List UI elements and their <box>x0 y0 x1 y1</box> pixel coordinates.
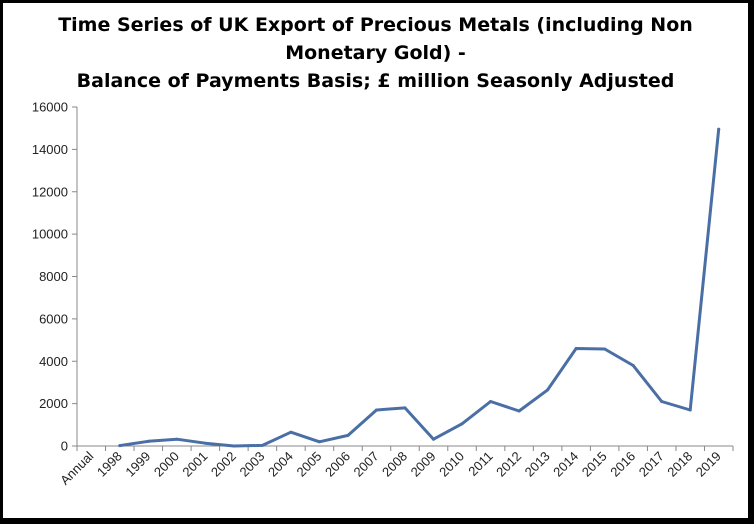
x-tick-label: 2016 <box>607 449 638 480</box>
data-point-2015 <box>603 347 607 351</box>
x-tick-label: 2002 <box>208 449 239 480</box>
data-point-1998 <box>118 444 122 448</box>
x-tick-label: 2004 <box>265 449 296 480</box>
x-tick-label: 2009 <box>408 449 439 480</box>
y-axis-ticks: 0 2000 4000 6000 8000 10000 12000 14000 16000 <box>32 100 77 454</box>
data-point-2008 <box>403 406 407 410</box>
data-point-2002 <box>232 444 236 448</box>
data-point-2012 <box>517 409 521 413</box>
series-line <box>118 127 721 448</box>
x-tick-label: Annual <box>57 448 96 487</box>
y-tick-label: 16000 <box>32 100 68 115</box>
y-tick-label: 4000 <box>39 354 68 369</box>
x-tick-label: 1999 <box>122 449 153 480</box>
y-tick-label: 14000 <box>32 142 68 157</box>
data-point-2010 <box>460 422 464 426</box>
data-point-2006 <box>346 433 350 437</box>
x-tick-label: 2017 <box>636 449 667 480</box>
x-tick-label: 2013 <box>522 449 553 480</box>
line-chart: 0 2000 4000 6000 8000 10000 12000 14000 16000 An… <box>32 100 734 488</box>
data-point-2001 <box>203 441 207 445</box>
x-tick-label: 2000 <box>151 449 182 480</box>
data-point-2017 <box>660 400 664 404</box>
x-tick-label: 2012 <box>493 449 524 480</box>
x-tick-label: 2018 <box>664 449 695 480</box>
chart-title-line-3: Balance of Payments Basis; £ million Sea… <box>76 70 675 92</box>
x-tick-label: 2019 <box>693 449 724 480</box>
data-point-2003 <box>260 443 264 447</box>
data-point-2014 <box>574 347 578 351</box>
x-tick-label: 2011 <box>465 449 495 479</box>
x-tick-label: 2007 <box>351 449 382 480</box>
y-tick-label: 10000 <box>32 227 68 242</box>
x-tick-label: 2005 <box>293 449 324 480</box>
x-tick-label: 2014 <box>550 449 581 480</box>
y-tick-label: 2000 <box>39 396 68 411</box>
x-axis-ticks: Annual1998199920002001200220032004200520… <box>57 446 734 488</box>
x-tick-label: 2008 <box>379 449 410 480</box>
x-tick-label: 2015 <box>579 449 610 480</box>
data-point-2004 <box>289 430 293 434</box>
data-point-2007 <box>374 408 378 412</box>
data-point-2009 <box>432 437 436 441</box>
data-point-2018 <box>688 408 692 412</box>
y-tick-label: 12000 <box>32 184 68 199</box>
data-point-2000 <box>175 437 179 441</box>
chart-frame: Time Series of UK Export of Precious Met… <box>3 3 748 518</box>
y-tick-label: 0 <box>61 439 68 454</box>
data-point-2005 <box>317 440 321 444</box>
axes <box>76 107 733 447</box>
data-point-2016 <box>631 363 635 367</box>
chart-title-line-1: Time Series of UK Export of Precious Met… <box>58 14 693 36</box>
y-tick-label: 6000 <box>39 311 68 326</box>
data-point-2013 <box>546 388 550 392</box>
x-tick-label: 2001 <box>179 449 210 480</box>
x-tick-label: 2003 <box>236 449 267 480</box>
x-tick-label: 2010 <box>436 449 467 480</box>
series-group <box>118 127 721 448</box>
chart-title: Time Series of UK Export of Precious Met… <box>3 11 748 95</box>
x-tick-label: 2006 <box>322 449 353 480</box>
data-point-2019 <box>717 127 721 131</box>
x-tick-label: 1998 <box>94 449 125 480</box>
chart-title-line-2: Monetary Gold) - <box>285 42 466 64</box>
y-tick-label: 8000 <box>39 269 68 284</box>
data-point-2011 <box>489 400 493 404</box>
data-point-1999 <box>146 439 150 443</box>
